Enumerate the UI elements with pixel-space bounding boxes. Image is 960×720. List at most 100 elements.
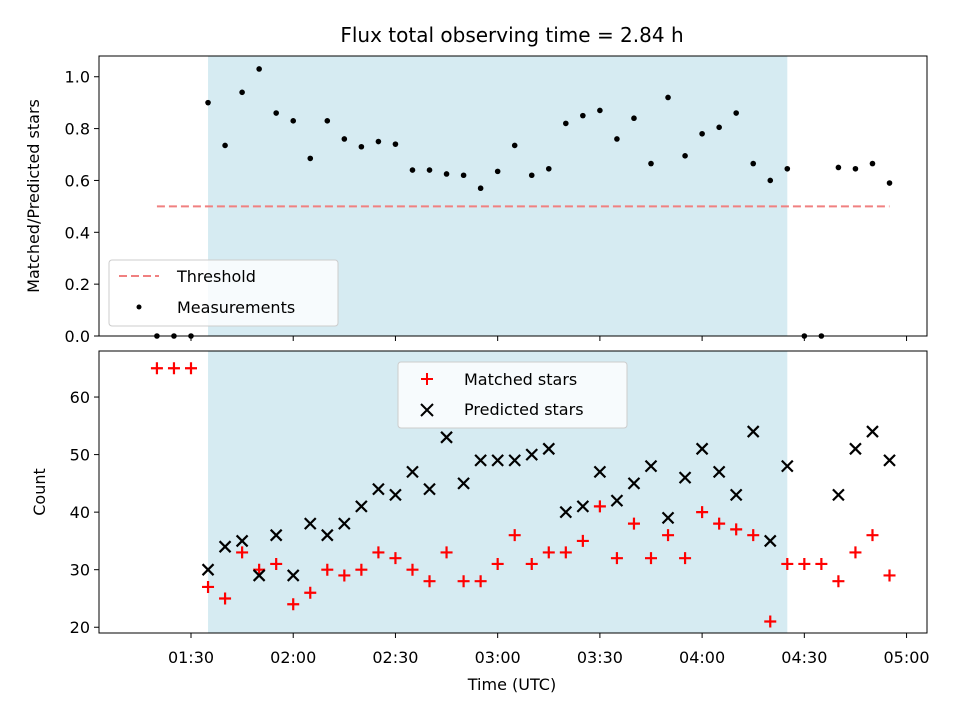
matched-star-point (764, 615, 777, 628)
measurement-point (426, 167, 433, 173)
matched-star-point (542, 546, 555, 559)
predicted-star-point (610, 494, 624, 507)
matched-star-point (866, 529, 879, 542)
measurement-point (477, 185, 484, 192)
predicted-star-point (695, 442, 709, 456)
predicted-stars-points (201, 425, 896, 582)
measurement-point (733, 110, 739, 116)
matched-star-point (747, 529, 760, 542)
measurement-point (273, 110, 279, 116)
legend-measurements-swatch (136, 304, 142, 310)
measurement-point (682, 153, 688, 159)
matched-star-point (423, 575, 436, 588)
matched-star-point (508, 529, 521, 542)
matched-star-point (474, 575, 487, 588)
matched-star-point (798, 557, 811, 570)
matched-star-point (150, 362, 163, 375)
predicted-star-point (252, 569, 266, 582)
predicted-star-point (218, 540, 232, 553)
measurement-point (307, 155, 314, 162)
predicted-star-point (542, 442, 556, 456)
measurement-point (324, 118, 331, 124)
bottom-y-tick-label: 30 (70, 561, 90, 580)
matched-star-point (236, 546, 249, 559)
legend-predicted-label: Predicted stars (464, 400, 584, 419)
legend-matched-label: Matched stars (464, 370, 577, 389)
chart-title: Flux total observing time = 2.84 h (340, 23, 683, 47)
predicted-star-point (644, 459, 658, 473)
bottom-legend: Matched stars Predicted stars (397, 361, 628, 429)
matched-star-point (883, 569, 896, 582)
matched-star-point (372, 546, 385, 559)
matched-star-point (559, 546, 572, 559)
measurement-point (545, 165, 552, 172)
matched-star-point (389, 552, 402, 565)
bottom-panel: 20 30 40 50 60 01:30 02:00 02:30 03:00 03:30 04:0… (30, 350, 930, 694)
measurement-point (528, 172, 535, 179)
x-axis-label: Time (UTC) (467, 675, 556, 694)
predicted-star-point (849, 442, 862, 456)
predicted-star-point (372, 482, 385, 496)
legend-threshold-label: Threshold (176, 267, 256, 286)
bottom-y-tick-label: 50 (70, 446, 90, 465)
measurement-point (409, 167, 416, 173)
measurement-point (563, 120, 569, 127)
top-y-tick-label: 1.0 (65, 68, 90, 87)
predicted-star-point (763, 534, 777, 548)
measurement-point (222, 142, 228, 149)
predicted-star-point (729, 488, 743, 502)
matched-star-point (815, 557, 828, 570)
matched-star-point (781, 557, 794, 570)
predicted-star-point (457, 477, 470, 490)
matched-star-point (662, 529, 675, 542)
top-x-ticks (190, 336, 908, 341)
measurement-point (869, 160, 876, 167)
matched-star-point (440, 546, 453, 559)
measurement-points (154, 66, 893, 339)
predicted-star-point (832, 488, 845, 502)
measurement-point (358, 143, 365, 150)
bottom-y-tick-label: 60 (70, 388, 90, 407)
legend-predicted-swatch (420, 403, 434, 417)
matched-star-point (713, 517, 726, 530)
matched-star-point (849, 546, 862, 559)
bottom-y-ticks: 20 30 40 50 60 (70, 388, 99, 637)
matched-star-point (645, 552, 657, 565)
top-y-tick-label: 0.2 (65, 275, 90, 294)
measurement-point (392, 141, 399, 147)
x-tick-label: 03:00 (475, 648, 521, 667)
measurement-point (852, 165, 859, 172)
measurement-point (665, 94, 671, 101)
x-tick-label: 02:30 (372, 648, 418, 667)
matched-star-point (202, 580, 215, 593)
measurement-point (239, 89, 245, 96)
matched-star-point (593, 500, 606, 513)
predicted-star-point (746, 425, 760, 438)
predicted-star-point (593, 465, 607, 479)
x-tick-label: 01:30 (168, 648, 214, 667)
matched-stars-points (150, 362, 896, 628)
measurement-point (290, 118, 297, 124)
matched-star-point (167, 362, 180, 375)
predicted-star-point (201, 563, 215, 576)
matched-star-point (832, 575, 845, 588)
measurement-point (835, 164, 842, 171)
matched-star-point (696, 506, 709, 519)
measurement-point (494, 168, 501, 175)
predicted-star-point (235, 534, 249, 548)
x-tick-label: 04:30 (781, 648, 827, 667)
matched-star-point (304, 586, 317, 599)
predicted-star-point (389, 488, 402, 502)
predicted-star-point (269, 528, 283, 542)
x-tick-label: 04:00 (679, 648, 725, 667)
measurement-point (699, 130, 705, 137)
top-legend: Threshold Measurements (108, 259, 339, 327)
matched-star-point (491, 557, 504, 570)
x-tick-label: 02:00 (270, 648, 316, 667)
matched-star-point (287, 598, 300, 611)
matched-star-point (730, 523, 743, 536)
matched-star-point (270, 557, 283, 570)
predicted-star-point (440, 431, 453, 444)
predicted-star-point (712, 465, 726, 479)
